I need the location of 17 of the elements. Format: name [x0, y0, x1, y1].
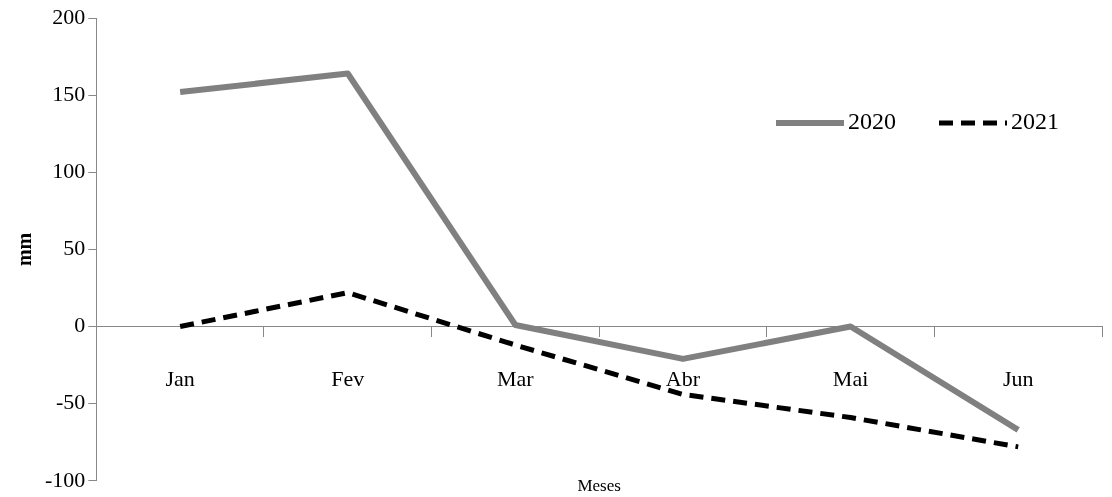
x-axis-title: Meses — [577, 475, 621, 495]
y-tick-label: -50 — [56, 389, 86, 415]
y-tick-label: 150 — [52, 80, 86, 106]
x-tick-label: Jun — [1002, 365, 1034, 391]
legend-label: 2021 — [1011, 108, 1059, 135]
x-tick-label: Jan — [165, 365, 195, 391]
y-tick-label: 200 — [52, 3, 86, 29]
y-tick-label: 0 — [74, 312, 86, 338]
x-tick-label: Fev — [331, 365, 365, 391]
y-tick-label: -100 — [45, 466, 86, 492]
y-axis-title: mm — [13, 232, 36, 267]
x-tick-label: Mai — [832, 365, 869, 391]
y-tick-label: 50 — [63, 235, 86, 261]
x-tick-label: Abr — [665, 365, 701, 391]
legend-label: 2020 — [848, 108, 896, 135]
x-tick-label: Mar — [497, 365, 535, 391]
y-tick-label: 100 — [52, 158, 86, 184]
